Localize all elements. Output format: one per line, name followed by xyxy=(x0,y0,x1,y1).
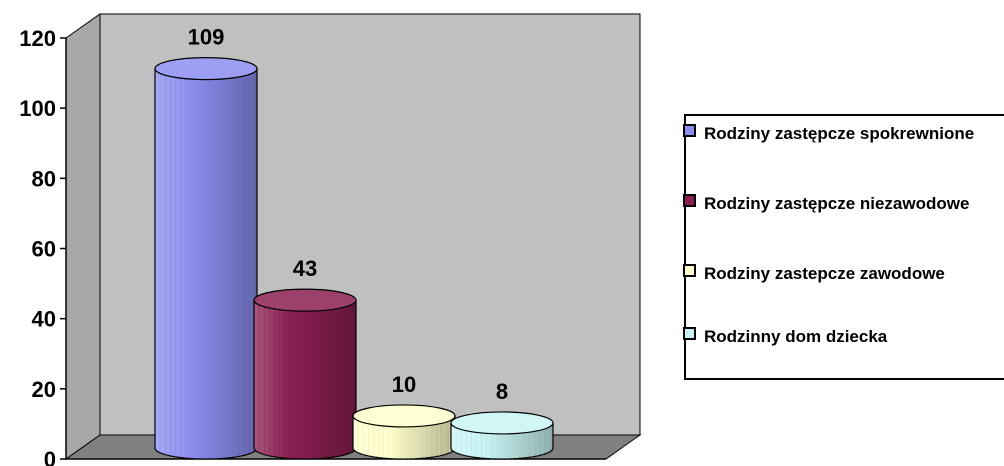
legend-item-niezawodowe: Rodziny zastępcze niezawodowe xyxy=(683,191,1004,216)
legend-swatch xyxy=(683,264,696,277)
bar-top xyxy=(352,404,456,428)
bar xyxy=(253,288,357,460)
legend-label: Rodziny zastepcze zawodowe xyxy=(704,264,945,283)
legend: Rodziny zastępcze spokrewnione Rodziny z… xyxy=(683,114,1004,380)
data-label: 109 xyxy=(188,25,225,50)
bar xyxy=(352,404,456,460)
legend-label: Rodziny zastępcze niezawodowe xyxy=(704,194,970,213)
data-label: 10 xyxy=(392,372,416,397)
bar xyxy=(450,411,554,460)
bars xyxy=(154,56,554,460)
legend-item-spokrewnione: Rodziny zastępcze spokrewnione xyxy=(683,121,1004,146)
legend-item-zawodowe: Rodziny zastepcze zawodowe xyxy=(683,261,1004,286)
bar-top xyxy=(450,411,554,435)
y-tick-label: 120 xyxy=(19,26,56,51)
y-tick-label: 40 xyxy=(32,307,56,332)
bar-top xyxy=(253,288,357,312)
legend-swatch xyxy=(683,327,696,340)
legend-swatch xyxy=(683,194,696,207)
data-label: 43 xyxy=(293,256,317,281)
data-labels: 109 43 10 8 xyxy=(188,25,508,404)
legend-label: Rodzinny dom dziecka xyxy=(704,327,888,346)
data-label: 8 xyxy=(496,379,508,404)
y-tick-label: 0 xyxy=(44,447,56,466)
legend-swatch xyxy=(683,124,696,137)
side-wall xyxy=(65,13,101,460)
legend-item-dom-dziecka: Rodzinny dom dziecka xyxy=(683,324,1004,349)
bar xyxy=(154,56,258,460)
y-tick-label: 80 xyxy=(32,166,56,191)
y-tick-label: 60 xyxy=(32,237,56,262)
legend-label: Rodziny zastępcze spokrewnione xyxy=(704,124,975,143)
y-tick-label: 100 xyxy=(19,96,56,121)
bar-top xyxy=(154,56,258,81)
y-tick-label: 20 xyxy=(32,377,56,402)
